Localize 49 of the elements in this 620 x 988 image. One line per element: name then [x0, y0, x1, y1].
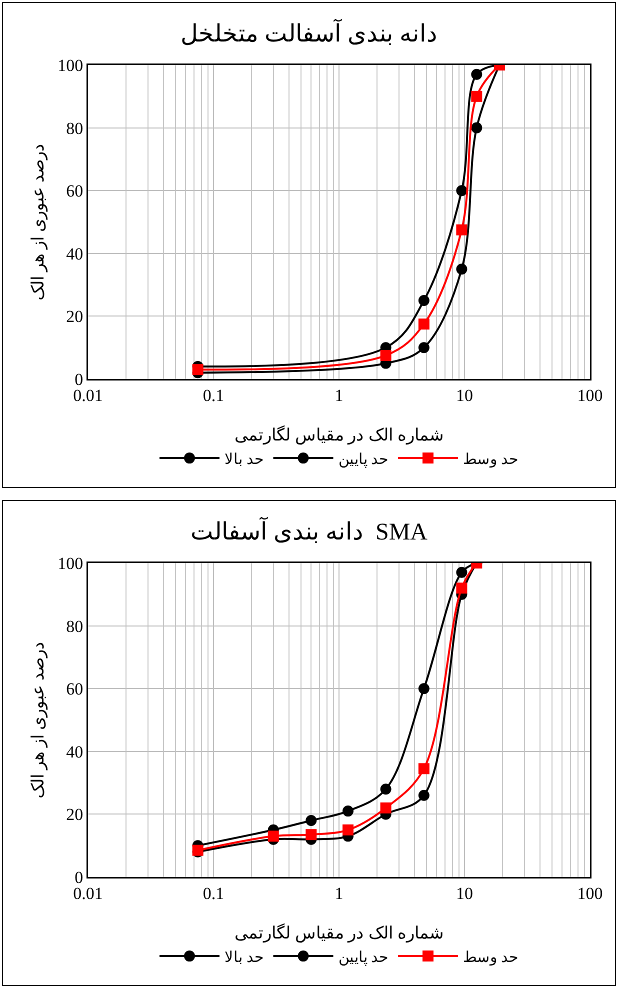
- point: [342, 824, 354, 836]
- point: [342, 806, 354, 817]
- y-tick-label: 100: [58, 554, 84, 573]
- y-tick-label: 60: [66, 182, 84, 201]
- x-tick-label: 1: [334, 386, 344, 405]
- point: [380, 350, 392, 361]
- chart-title: دانه بندی آسفالت SMA: [190, 516, 428, 546]
- legend-label: حد پایین: [338, 452, 388, 468]
- y-tick-label: 40: [66, 244, 84, 264]
- legend-label: حد بالا: [224, 452, 264, 468]
- y-axis-title: درصد عبوری از هر الک: [28, 144, 48, 300]
- point: [418, 318, 430, 330]
- point: [418, 683, 430, 694]
- y-tick-label: 20: [66, 805, 84, 824]
- legend-label: حد بالا: [224, 950, 264, 966]
- x-tick-label: 10: [456, 884, 473, 903]
- point: [456, 264, 468, 275]
- x-tick-label: 1: [334, 884, 344, 903]
- point: [380, 802, 392, 814]
- point: [418, 295, 430, 306]
- point: [456, 224, 468, 236]
- y-tick-label: 80: [66, 118, 84, 138]
- point: [306, 814, 317, 826]
- point: [268, 830, 279, 842]
- legend-label: حد وسط: [463, 452, 518, 468]
- point: [456, 566, 468, 578]
- legend-label: حد وسط: [463, 950, 518, 966]
- x-tick-label: 100: [577, 884, 603, 903]
- y-tick-label: 20: [66, 307, 84, 326]
- y-tick-label: 40: [66, 742, 84, 762]
- x-tick-label: 0.1: [202, 386, 224, 405]
- point: [456, 582, 468, 594]
- point: [418, 790, 430, 801]
- point: [380, 784, 392, 795]
- point: [306, 829, 317, 840]
- x-tick-label: 100: [577, 386, 603, 405]
- x-axis-title: شماره الک در مقیاس لگارتمی: [234, 922, 444, 944]
- y-axis-title: درصد عبوری از هر الک: [28, 642, 48, 798]
- y-tick-label: 80: [66, 616, 84, 636]
- point: [418, 763, 430, 774]
- x-axis-title: شماره الک در مقیاس لگارتمی: [234, 424, 444, 446]
- x-tick-label: 0.1: [202, 884, 224, 903]
- y-tick-label: 100: [58, 56, 84, 75]
- y-tick-label: 60: [66, 680, 84, 699]
- x-tick-label: 10: [456, 386, 473, 405]
- chart-title: دانه بندی آسفالت متخلخل: [180, 18, 438, 48]
- point: [456, 185, 468, 196]
- legend-label: حد پایین: [338, 950, 388, 966]
- point: [418, 342, 430, 354]
